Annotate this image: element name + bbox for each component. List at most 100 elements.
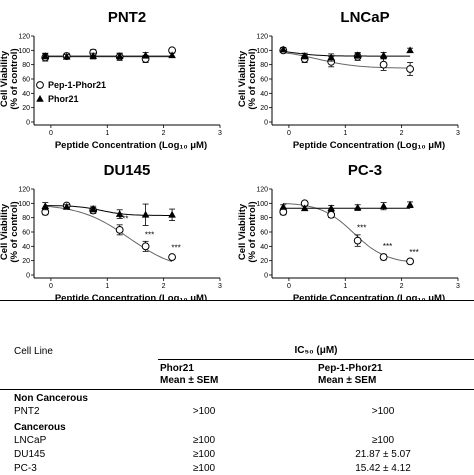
y-axis-label-line1: Cell Viability	[237, 203, 248, 260]
significance-label: ***	[171, 244, 180, 253]
x-axis-label: Peptide Concentration (Log₁₀ μM)	[55, 293, 207, 300]
y-tick-label: 0	[26, 120, 30, 127]
row-phor21-2: ≥100	[192, 449, 216, 460]
y-axis-label-line1: Cell Viability	[0, 203, 10, 260]
data-point-triangle	[41, 202, 50, 209]
significance-label: ***	[119, 214, 128, 223]
y-tick-label: 60	[260, 230, 268, 237]
x-tick-label: 2	[400, 130, 404, 137]
data-point-triangle	[279, 45, 288, 53]
data-point-triangle	[141, 210, 150, 218]
header-phor21: Phor21	[160, 363, 194, 374]
data-point-triangle	[406, 46, 414, 54]
header-ic50: IC₅₀ (μM)	[294, 345, 338, 356]
row-pep-0: >100	[371, 406, 395, 417]
x-tick-label: 2	[162, 283, 166, 290]
x-tick-label: 3	[456, 130, 460, 137]
data-point-triangle	[300, 204, 309, 212]
data-point-circle	[353, 236, 362, 245]
y-tick-label: 120	[18, 187, 30, 194]
data-point-triangle	[300, 52, 309, 59]
legend-marker-triangle	[36, 95, 44, 102]
y-axis-label-line2: (% of control)	[247, 48, 258, 109]
header-phor21-sub: Mean ± SEM	[160, 375, 219, 386]
y-tick-label: 80	[260, 215, 268, 222]
row-pep-1: ≥100	[371, 435, 395, 446]
section-cancerous: Cancerous	[14, 422, 66, 433]
data-point-circle	[406, 65, 414, 73]
y-axis-label: Cell Viability(% of control)	[0, 201, 20, 262]
y-axis-label-line1: Cell Viability	[237, 50, 248, 107]
data-point-triangle	[353, 203, 362, 211]
data-point-triangle	[168, 51, 176, 59]
data-point-circle	[141, 242, 150, 251]
significance-label: ***	[409, 248, 418, 257]
x-tick-label: 0	[287, 283, 291, 290]
data-point-triangle	[353, 51, 362, 59]
x-tick-label: 1	[343, 283, 347, 290]
x-tick-label: 3	[218, 283, 222, 290]
y-tick-label: 80	[260, 62, 268, 69]
y-tick-label: 40	[22, 91, 30, 98]
row-line-0: PNT2	[14, 406, 40, 417]
y-axis-label-line2: (% of control)	[9, 201, 20, 262]
data-point-triangle	[62, 52, 71, 60]
data-point-triangle	[279, 202, 288, 210]
data-point-circle	[168, 253, 176, 261]
x-tick-label: 2	[400, 283, 404, 290]
chart-panel-0: PNT2 0 20 40 60 80 100 120 0 1 2 3 Cell Viability(% …	[0, 9, 222, 151]
row-pep-2: 21.87 ± 5.07	[355, 449, 411, 460]
chart-title: PC-3	[348, 162, 382, 179]
chart-panel-3: PC-3 0 20 40 60 80 100 120 0 1 2 3 Cell Viability(% …	[237, 162, 460, 300]
chart-title: PNT2	[108, 9, 146, 26]
significance-label: ***	[357, 224, 366, 233]
header-bottom-rule	[0, 389, 474, 390]
y-tick-label: 80	[22, 62, 30, 69]
chart-title: LNCaP	[340, 9, 389, 26]
y-tick-label: 100	[18, 48, 30, 55]
data-point-triangle	[379, 51, 388, 59]
data-point-triangle	[327, 204, 335, 212]
row-line-2: DU145	[14, 449, 46, 460]
chart-panel-2: DU145 0 20 40 60 80 100 120 0 1 2 3 Cell Viability(%…	[0, 162, 222, 300]
data-point-triangle	[379, 202, 388, 209]
y-axis-label: Cell Viability(% of control)	[237, 201, 258, 262]
data-point-triangle	[62, 202, 71, 210]
chart-title: DU145	[104, 162, 151, 179]
y-tick-label: 0	[264, 120, 268, 127]
row-phor21-0: >100	[192, 406, 216, 417]
y-axis-label-line2: (% of control)	[247, 201, 258, 262]
significance-label: ***	[383, 242, 392, 251]
ic50-underline	[158, 359, 474, 360]
y-tick-label: 120	[18, 34, 30, 41]
y-axis-label: Cell Viability(% of control)	[237, 48, 258, 109]
data-point-triangle	[168, 210, 176, 218]
legend-marker-circle	[36, 81, 44, 89]
y-tick-label: 60	[260, 77, 268, 84]
chart-panel-1: LNCaP 0 20 40 60 80 100 120 0 1 2 3 Cell Viability(%…	[237, 9, 460, 151]
data-point-circle	[379, 253, 388, 261]
y-tick-label: 100	[256, 201, 268, 208]
data-point-circle	[379, 60, 388, 69]
y-tick-label: 100	[18, 201, 30, 208]
x-tick-label: 2	[162, 130, 166, 137]
x-tick-label: 3	[218, 130, 222, 137]
y-tick-label: 20	[260, 258, 268, 265]
legend-label-1: Phor21	[48, 94, 79, 104]
x-tick-label: 1	[343, 130, 347, 137]
row-pep-3: 15.42 ± 4.12	[355, 463, 411, 474]
y-tick-label: 100	[256, 48, 268, 55]
data-point-circle	[327, 210, 336, 219]
header-pep: Pep-1-Phor21	[318, 363, 383, 374]
data-point-triangle	[89, 205, 97, 212]
x-tick-label: 0	[49, 283, 53, 290]
y-tick-label: 60	[22, 230, 30, 237]
row-line-3: PC-3	[14, 463, 37, 474]
y-tick-label: 20	[22, 105, 30, 112]
x-tick-label: 0	[49, 130, 53, 137]
x-axis-label: Peptide Concentration (Log₁₀ μM)	[293, 140, 445, 151]
significance-label: ***	[145, 231, 154, 240]
data-point-triangle	[115, 210, 124, 217]
y-axis-label: Cell Viability(% of control)	[0, 48, 20, 109]
